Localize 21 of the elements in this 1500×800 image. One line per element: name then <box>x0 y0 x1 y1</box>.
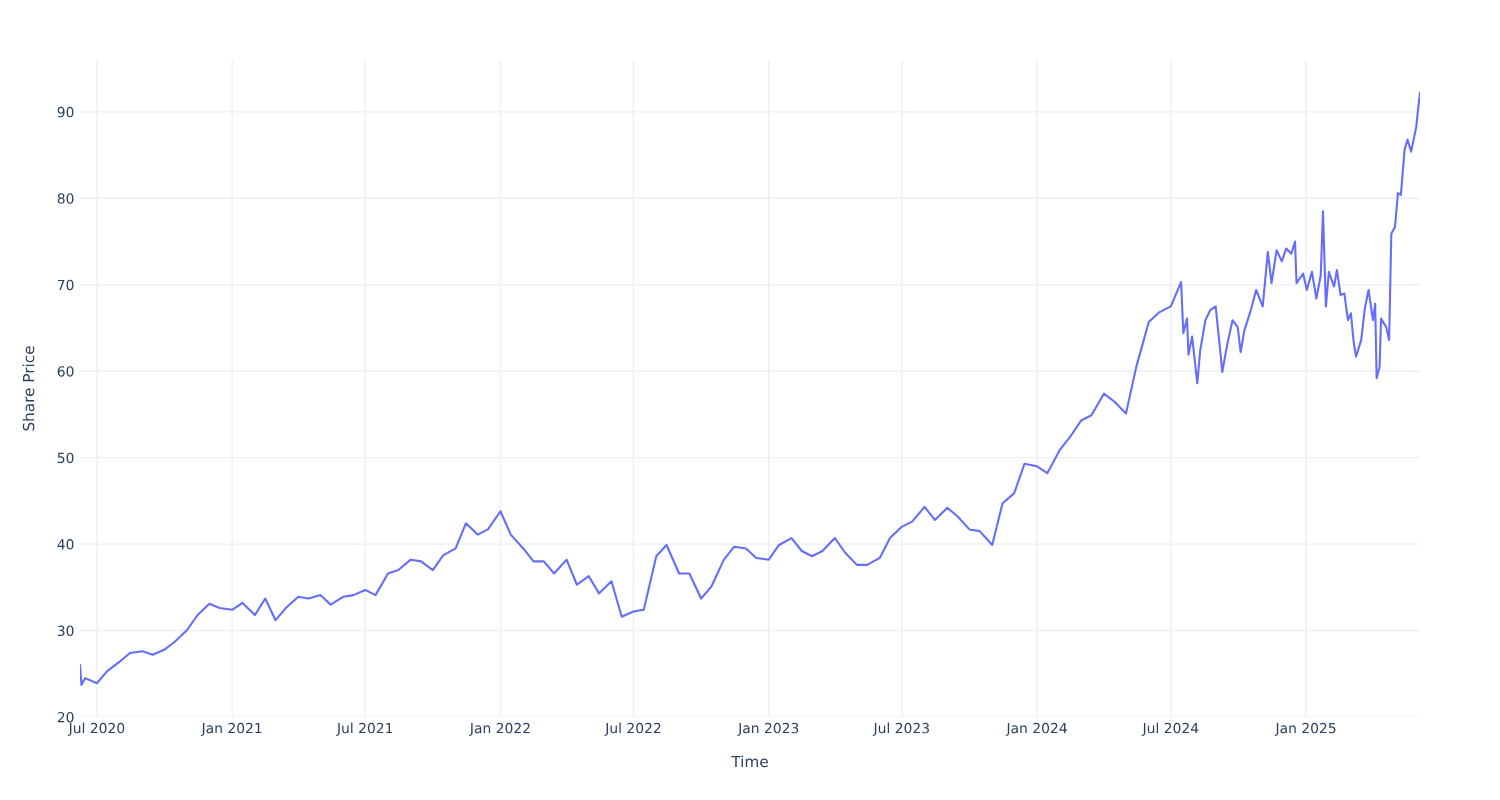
y-tick-label: 70 <box>57 279 74 291</box>
x-tick-label: Jan 2024 <box>1005 722 1067 736</box>
x-tick-label: Jul 2022 <box>604 722 661 736</box>
x-tick-label: Jan 2022 <box>469 722 530 736</box>
line-series <box>80 91 1420 687</box>
x-tick-label: Jul 2020 <box>67 722 125 736</box>
x-tick-label: Jan 2021 <box>200 722 262 736</box>
x-tick-label: Jul 2024 <box>1141 722 1199 736</box>
y-tick-label: 50 <box>57 452 74 464</box>
x-tick-label: Jul 2021 <box>336 722 393 736</box>
y-tick-label: 20 <box>57 711 74 723</box>
x-tick-label: Jan 2025 <box>1274 722 1336 736</box>
y-tick-label: 60 <box>57 366 74 377</box>
y-tick-label: 90 <box>57 106 74 118</box>
y-tick-label: 40 <box>57 539 74 550</box>
x-tick-label: Jan 2023 <box>737 722 799 736</box>
y-tick-label: 80 <box>57 193 74 204</box>
x-tick-label: Jul 2023 <box>872 722 929 736</box>
y-axis-title: Share Price <box>22 346 35 431</box>
y-tick-label: 30 <box>57 625 74 637</box>
x-axis-title: Time <box>731 755 768 768</box>
